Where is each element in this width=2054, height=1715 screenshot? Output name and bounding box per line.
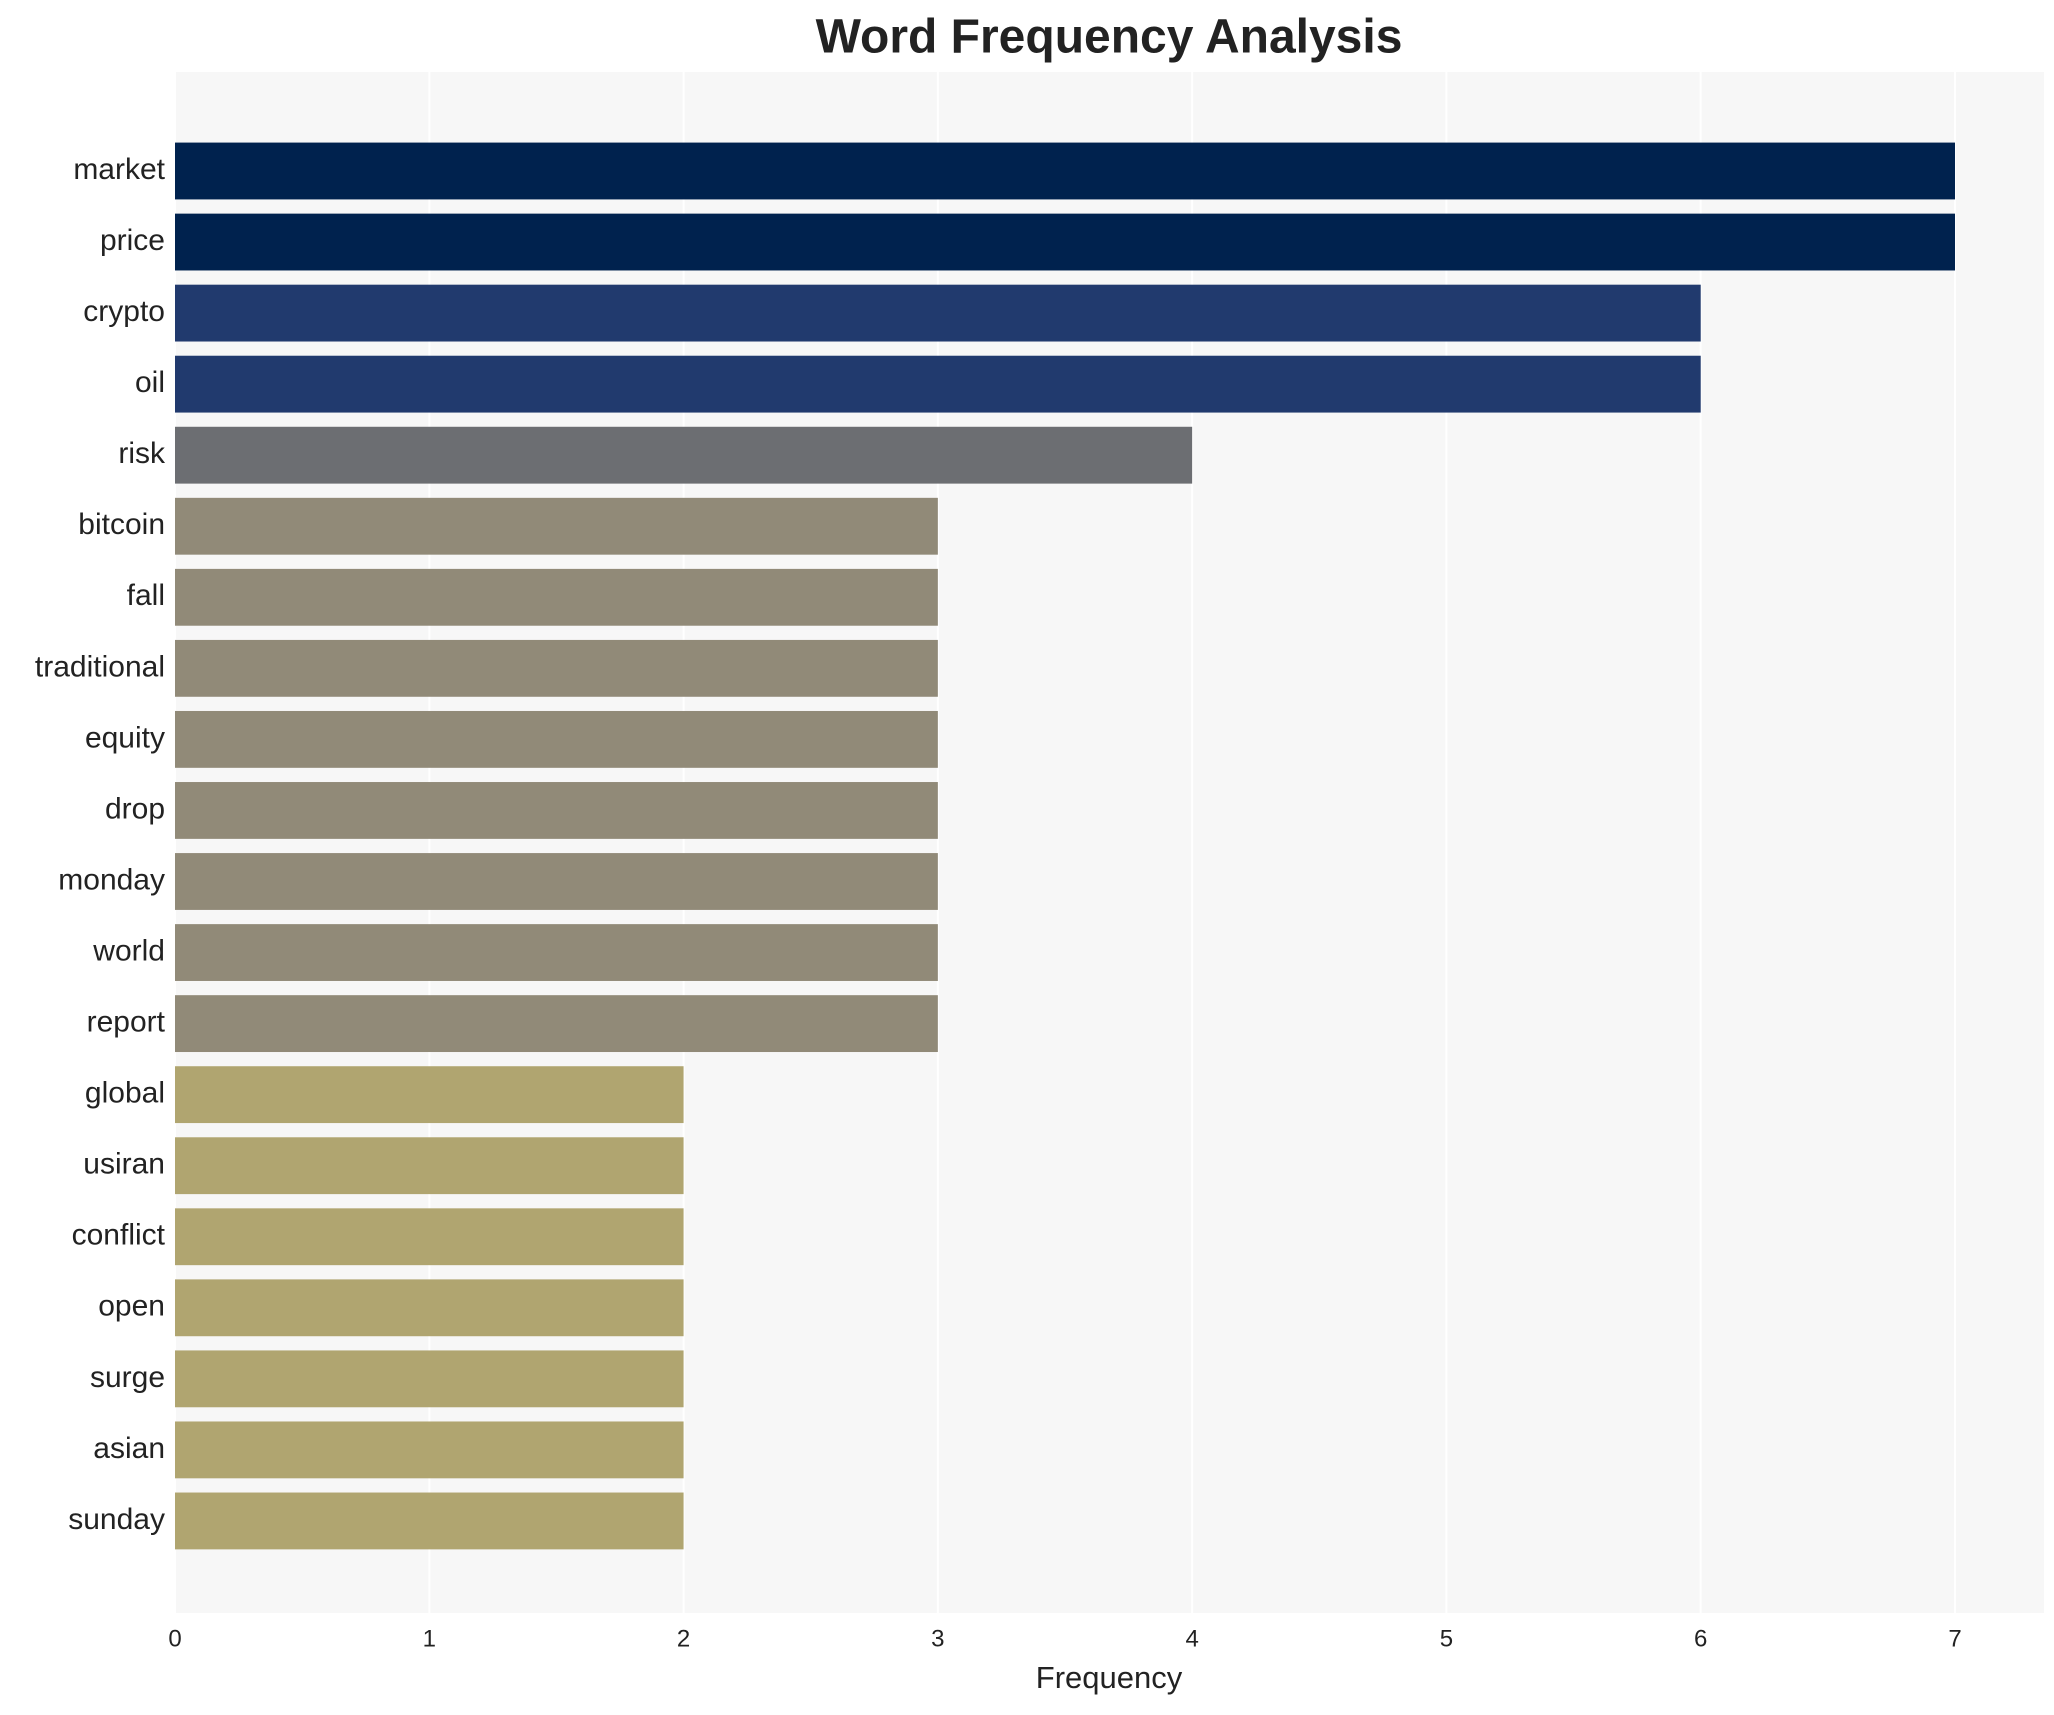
- y-tick-label: oil: [135, 366, 165, 399]
- bar: [175, 1421, 684, 1479]
- bar: [175, 1066, 684, 1124]
- bar: [175, 1492, 684, 1550]
- bar: [175, 995, 938, 1053]
- x-tick-label: 7: [1948, 1625, 1961, 1652]
- y-tick-label: global: [85, 1077, 165, 1110]
- x-tick-label: 4: [1185, 1625, 1198, 1652]
- y-tick-label: traditional: [35, 650, 165, 683]
- bar: [175, 213, 1955, 271]
- y-tick-label: usiran: [83, 1148, 165, 1181]
- bar: [175, 1350, 684, 1408]
- bar: [175, 355, 1701, 413]
- bar: [175, 1279, 684, 1337]
- y-tick-label: monday: [58, 863, 165, 896]
- x-tick-label: 5: [1440, 1625, 1453, 1652]
- bar: [175, 142, 1955, 200]
- x-axis-label: Frequency: [1036, 1660, 1183, 1695]
- y-tick-label: world: [92, 934, 165, 967]
- bar: [175, 710, 938, 768]
- x-tick-label: 2: [677, 1625, 690, 1652]
- bar: [175, 568, 938, 626]
- x-tick-label: 6: [1694, 1625, 1707, 1652]
- chart-title: Word Frequency Analysis: [816, 11, 1403, 64]
- bar: [175, 1208, 684, 1266]
- x-tick-label: 3: [931, 1625, 944, 1652]
- bar: [175, 782, 938, 839]
- y-tick-label: report: [87, 1006, 166, 1039]
- y-tick-label: conflict: [72, 1219, 166, 1252]
- y-tick-label: crypto: [83, 295, 165, 328]
- bar: [175, 853, 938, 910]
- y-tick-label: drop: [105, 792, 165, 825]
- bar: [175, 924, 938, 981]
- bar: [175, 426, 1193, 484]
- y-tick-label: fall: [127, 579, 165, 612]
- bar: [175, 1137, 684, 1195]
- y-tick-label: bitcoin: [78, 508, 165, 541]
- y-tick-label: price: [100, 224, 165, 257]
- bar: [175, 284, 1701, 342]
- x-tick-label: 0: [168, 1625, 181, 1652]
- y-tick-label: risk: [118, 437, 166, 470]
- y-tick-label: surge: [90, 1361, 165, 1394]
- bar: [175, 497, 938, 555]
- y-tick-label: asian: [93, 1432, 165, 1465]
- bar: [175, 639, 938, 697]
- y-tick-label: sunday: [68, 1503, 165, 1536]
- x-tick-label: 1: [423, 1625, 436, 1652]
- y-tick-label: market: [73, 153, 165, 186]
- y-tick-label: open: [98, 1290, 165, 1323]
- y-tick-label: equity: [85, 721, 165, 754]
